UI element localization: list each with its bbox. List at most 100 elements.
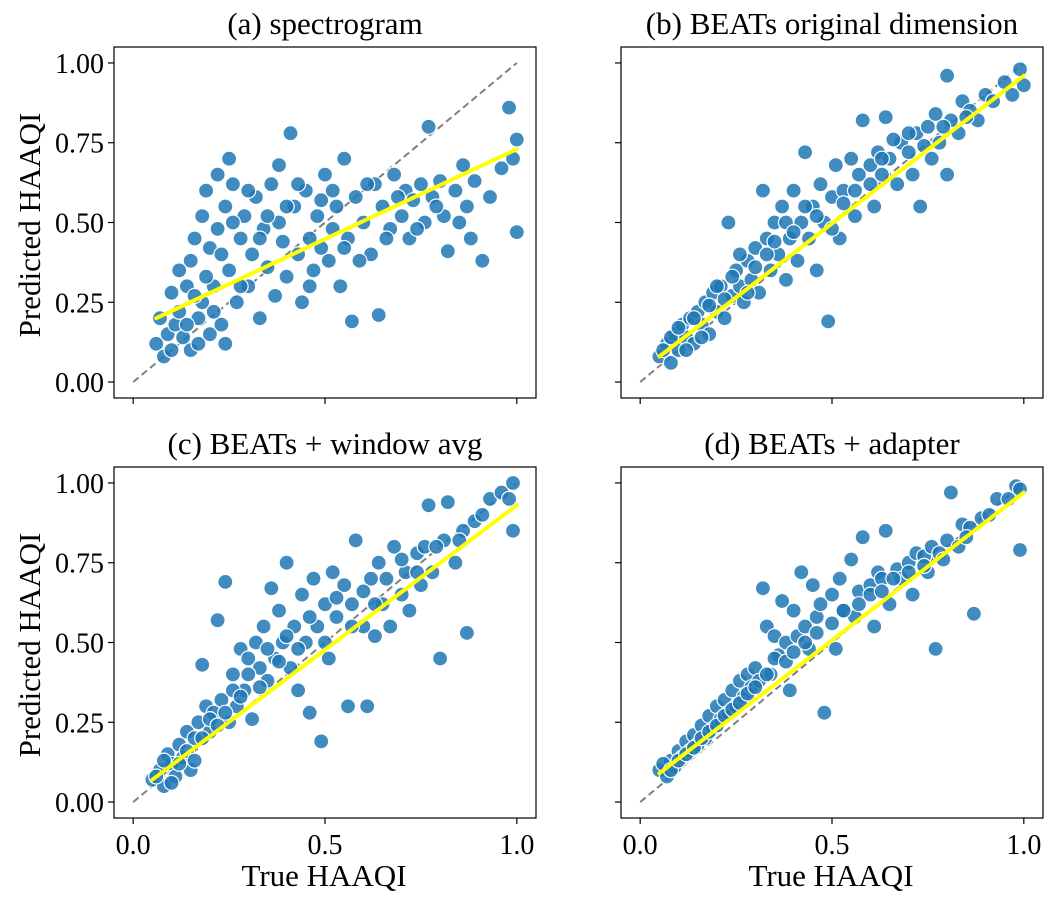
panel-c-point-38 bbox=[293, 586, 311, 603]
panel-b-point-37 bbox=[796, 144, 814, 161]
panel-a-point-51 bbox=[328, 198, 345, 215]
panel-d-point-60 bbox=[904, 586, 921, 603]
panel-b-point-77 bbox=[1004, 86, 1021, 104]
panel-d-point-34 bbox=[785, 602, 802, 619]
panel-c-point-108 bbox=[428, 538, 445, 555]
panel-c-point-97 bbox=[278, 627, 295, 645]
panel-b-point-95 bbox=[766, 233, 783, 250]
panel-c-title: (c) BEATs + window avg bbox=[168, 426, 483, 461]
panel-a-point-25 bbox=[228, 294, 245, 311]
panel-b-point-101 bbox=[835, 195, 852, 212]
panel-a-point-64 bbox=[393, 208, 410, 225]
panel-c-ytick-label-1: 0.25 bbox=[55, 708, 104, 739]
panel-c-point-82 bbox=[155, 752, 172, 769]
panel-c-point-79 bbox=[504, 474, 522, 492]
panel-a-point-102 bbox=[278, 198, 295, 215]
panel-d-point-93 bbox=[758, 666, 775, 683]
panel-d-point-33 bbox=[781, 682, 798, 699]
panel-b-point-41 bbox=[812, 176, 829, 193]
panel-d-point-79 bbox=[1011, 541, 1029, 559]
panel-a-ytick-label-4: 1.00 bbox=[55, 49, 104, 80]
panel-c: (c) BEATs + window avg 0.00 0.25 0.50 0.75 1.… bbox=[55, 426, 537, 861]
panel-a-point-34 bbox=[263, 176, 280, 193]
x-axis-label-right: True HAAQI bbox=[748, 858, 913, 893]
panel-c-point-78 bbox=[501, 490, 518, 507]
panel-a-point-99 bbox=[251, 230, 268, 247]
panel-b-point-58 bbox=[889, 176, 906, 193]
panel-a-point-106 bbox=[324, 182, 341, 199]
panel-a-point-0 bbox=[148, 335, 165, 352]
panel-c-point-56 bbox=[370, 554, 387, 571]
panel-d-point-39 bbox=[804, 576, 821, 594]
panel-c-point-53 bbox=[359, 698, 376, 715]
panel-a-point-19 bbox=[209, 220, 226, 237]
panel-a-point-95 bbox=[217, 335, 234, 352]
panel-b-point-99 bbox=[808, 208, 825, 225]
panel-a-ytick-label-0: 0.00 bbox=[55, 368, 104, 399]
panel-a-point-53 bbox=[336, 150, 353, 167]
panel-a-point-60 bbox=[370, 306, 387, 324]
panel-d: (d) BEATs + adapter 0.0 0.5 1.0 bbox=[615, 426, 1044, 861]
panel-c-point-71 bbox=[447, 554, 464, 571]
panel-a-point-78 bbox=[466, 172, 483, 190]
panel-d-point-26 bbox=[754, 580, 772, 597]
panel-a-point-94 bbox=[213, 246, 230, 263]
panel-a-fit-line bbox=[154, 147, 519, 321]
panel-c-point-51 bbox=[347, 532, 364, 549]
panel-a-point-29 bbox=[244, 246, 261, 263]
panel-a-point-22 bbox=[221, 150, 238, 167]
panel-a-ytick-label-1: 0.25 bbox=[55, 288, 104, 319]
panel-a-point-75 bbox=[447, 182, 464, 199]
panel-c-point-16 bbox=[209, 612, 226, 629]
panel-a-point-101 bbox=[270, 157, 288, 174]
panel-b-point-91 bbox=[731, 246, 749, 263]
panel-b-point-84 bbox=[678, 342, 695, 359]
panel-a-point-45 bbox=[305, 262, 322, 279]
panel-b-fit-line bbox=[657, 73, 1026, 359]
panel-a-point-105 bbox=[313, 192, 330, 209]
panel-a-point-23 bbox=[221, 262, 238, 279]
panel-a-point-48 bbox=[316, 166, 334, 183]
panel-b-point-35 bbox=[789, 252, 806, 269]
panel-d-point-45 bbox=[831, 570, 848, 587]
panel-c-xtick-label-0: 0.0 bbox=[116, 830, 151, 861]
panel-a-point-91 bbox=[190, 335, 207, 352]
panel-b-point-26 bbox=[754, 182, 772, 199]
panel-d-point-103 bbox=[873, 583, 891, 600]
panel-b-point-105 bbox=[885, 131, 902, 148]
panel-a-point-37 bbox=[274, 233, 291, 250]
panel-b-point-97 bbox=[785, 224, 802, 241]
panel-a: (a) spectrogram 0.00 0.25 0.50 0.75 1.00 bbox=[55, 6, 537, 404]
panel-c-point-62 bbox=[401, 602, 418, 619]
panel-a-point-18 bbox=[209, 166, 226, 183]
panel-a-point-115 bbox=[462, 230, 479, 247]
panel-a-point-15 bbox=[201, 326, 218, 343]
panel-b-point-90 bbox=[724, 268, 741, 285]
panel-d-point-72 bbox=[965, 605, 983, 622]
panel-d-point-104 bbox=[885, 570, 902, 587]
panel-a-point-63 bbox=[386, 166, 403, 183]
panel-c-point-101 bbox=[328, 589, 345, 606]
panel-a-point-46 bbox=[309, 208, 326, 225]
panel-a-point-77 bbox=[458, 198, 475, 215]
panel-a-point-82 bbox=[501, 99, 518, 116]
panel-c-point-41 bbox=[305, 570, 322, 587]
panel-b-point-17 bbox=[720, 214, 737, 231]
panel-b-point-50 bbox=[850, 166, 868, 183]
panel-b-point-16 bbox=[716, 310, 733, 327]
panel-b-point-2 bbox=[662, 354, 680, 371]
panel-c-point-18 bbox=[217, 573, 234, 591]
panel-c-point-58 bbox=[382, 618, 399, 635]
panel-d-point-52 bbox=[866, 618, 883, 635]
panel-d-point-65 bbox=[927, 640, 944, 658]
panel-c-point-99 bbox=[301, 608, 318, 626]
panel-a-point-81 bbox=[493, 160, 510, 177]
panel-b-point-83 bbox=[670, 319, 687, 336]
panel-c-point-70 bbox=[439, 494, 456, 511]
panel-d-point-36 bbox=[793, 564, 810, 581]
panel-b-point-31 bbox=[773, 198, 791, 215]
panel-a-point-56 bbox=[347, 188, 364, 206]
panel-b-point-85 bbox=[685, 310, 703, 327]
panel-c-point-37 bbox=[290, 682, 307, 699]
panel-a-point-109 bbox=[359, 176, 376, 193]
